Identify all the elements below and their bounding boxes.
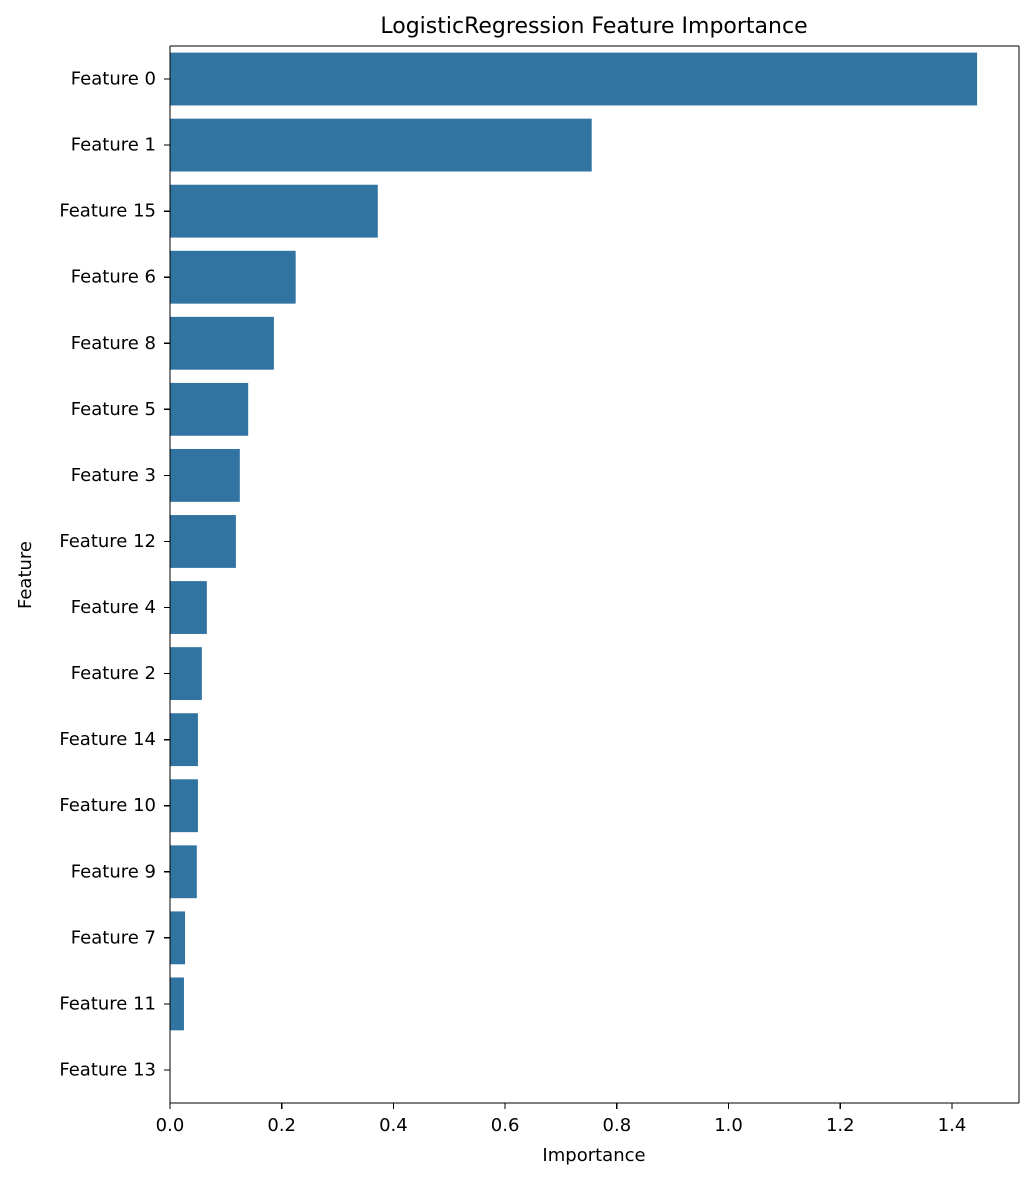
y-tick-label: Feature 6 <box>71 267 156 288</box>
y-tick-label: Feature 2 <box>71 663 156 684</box>
x-tick-label: 0.4 <box>379 1115 408 1136</box>
x-tick-label: 0.0 <box>156 1115 185 1136</box>
bar <box>170 52 978 106</box>
bar <box>170 448 240 502</box>
bar <box>170 845 197 899</box>
y-tick-label: Feature 14 <box>59 729 156 750</box>
bar <box>170 515 236 568</box>
chart-title: LogisticRegression Feature Importance <box>380 14 807 39</box>
bar <box>170 382 249 436</box>
y-tick-label: Feature 15 <box>59 201 156 222</box>
x-tick-label: 1.0 <box>714 1115 743 1136</box>
y-tick-label: Feature 3 <box>71 465 156 486</box>
y-tick-label: Feature 8 <box>71 333 156 354</box>
bar <box>170 118 592 172</box>
x-tick-label: 1.4 <box>938 1115 967 1136</box>
x-tick-label: 1.2 <box>826 1115 855 1136</box>
x-tick-label: 0.6 <box>491 1115 520 1136</box>
y-tick-label: Feature 0 <box>71 69 156 90</box>
bar <box>170 779 198 833</box>
y-tick-label: Feature 1 <box>71 135 156 156</box>
y-tick-label: Feature 10 <box>59 795 156 816</box>
x-axis-ticks: 0.0 0.2 0.4 0.6 0.8 1.0 1.2 1.4 <box>156 1103 967 1136</box>
bar <box>170 581 207 634</box>
bar <box>170 977 184 1031</box>
y-tick-label: Feature 13 <box>59 1059 156 1080</box>
x-tick-label: 0.8 <box>603 1115 632 1136</box>
y-tick-label: Feature 9 <box>71 861 156 882</box>
x-tick-label: 0.2 <box>267 1115 296 1136</box>
bar <box>170 316 274 370</box>
x-axis-label: Importance <box>542 1145 645 1166</box>
y-tick-label: Feature 11 <box>59 993 156 1014</box>
y-axis-label: Feature <box>15 541 36 609</box>
bar <box>170 250 296 304</box>
bar <box>170 911 186 965</box>
y-tick-label: Feature 5 <box>71 399 156 420</box>
bar <box>170 713 198 767</box>
y-tick-label: Feature 12 <box>59 531 156 552</box>
y-axis-ticks: Feature 0 Feature 1 Feature 15 Feature 6 Fea… <box>59 69 170 1080</box>
bar <box>170 184 378 238</box>
y-tick-label: Feature 4 <box>71 597 156 618</box>
bars-group <box>170 52 978 1031</box>
y-tick-label: Feature 7 <box>71 927 156 948</box>
bar <box>170 647 202 701</box>
